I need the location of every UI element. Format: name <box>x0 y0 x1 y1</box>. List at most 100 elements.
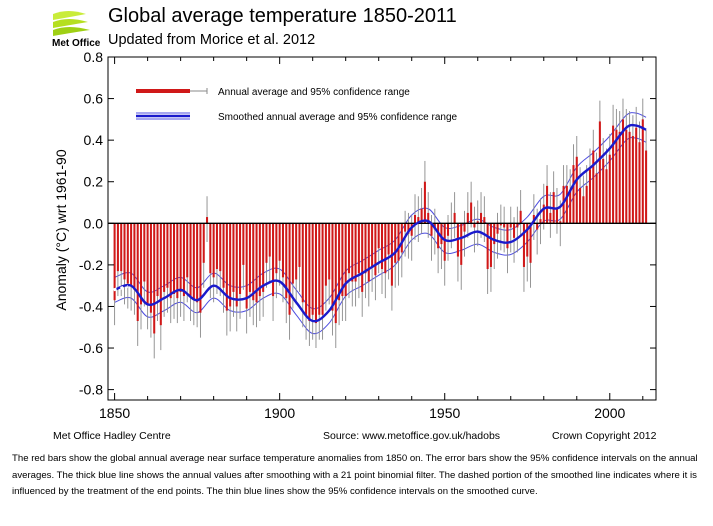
bar-1950 <box>443 223 446 261</box>
plot-frame <box>107 56 657 401</box>
bar-1945 <box>427 212 430 224</box>
bar-1987 <box>565 185 568 224</box>
bar-1921 <box>347 223 351 274</box>
bar-1941 <box>413 214 417 224</box>
bar-1876 <box>199 223 202 313</box>
bar-1917 <box>334 223 337 324</box>
bar-1968 <box>503 223 506 228</box>
bar-1865 <box>163 223 166 292</box>
bar-1979 <box>539 219 542 224</box>
bar-1895 <box>262 223 265 292</box>
bar-1976 <box>529 223 532 263</box>
bar-1887 <box>235 223 238 307</box>
bar-1982 <box>549 212 552 224</box>
bar-1972 <box>516 223 519 228</box>
bar-1973 <box>519 210 522 224</box>
x-tick-label: 1900 <box>264 405 295 421</box>
bar-1884 <box>225 223 228 311</box>
bar-1955 <box>460 223 463 265</box>
bar-1963 <box>486 223 489 270</box>
bar-1996 <box>595 173 598 224</box>
bar-1857 <box>136 223 139 322</box>
bar-1870 <box>179 223 182 292</box>
bar-1946 <box>430 223 433 236</box>
bar-1889 <box>242 223 245 265</box>
bar-1877 <box>202 223 205 263</box>
bar-1896 <box>265 223 268 263</box>
bar-1923 <box>354 223 357 282</box>
bar-1912 <box>318 223 321 315</box>
bar-2000 <box>608 154 611 224</box>
bar-1918 <box>338 223 341 301</box>
bar-1915 <box>328 223 331 280</box>
bar-1989 <box>572 165 575 224</box>
smoothed-line-path <box>114 123 647 323</box>
bar-1969 <box>506 223 509 249</box>
bar-1938 <box>404 223 407 232</box>
bar-1962 <box>483 217 486 224</box>
bar-1998 <box>602 158 605 224</box>
bar-1882 <box>219 223 222 272</box>
bar-1903 <box>288 223 291 315</box>
bar-1922 <box>351 223 354 282</box>
bar-1904 <box>291 223 294 284</box>
bar-1873 <box>189 223 192 297</box>
y-tick-label: -0.4 <box>79 298 103 314</box>
bar-1936 <box>397 223 400 261</box>
bar-1886 <box>232 223 235 292</box>
bar-1867 <box>169 223 172 299</box>
bar-1944 <box>423 181 426 224</box>
bar-1863 <box>156 223 159 297</box>
bar-1957 <box>466 212 469 224</box>
bar-2003 <box>618 131 621 224</box>
bar-1854 <box>126 223 129 284</box>
bar-2006 <box>628 131 631 224</box>
bar-1940 <box>410 223 413 236</box>
bar-1959 <box>473 223 476 228</box>
bar-1958 <box>470 202 473 224</box>
bar-1975 <box>526 223 529 257</box>
bar-1948 <box>437 223 440 249</box>
bar-1937 <box>400 223 403 253</box>
annual-bars <box>113 119 648 334</box>
bar-1900 <box>278 223 281 261</box>
bar-1874 <box>192 223 195 301</box>
bar-1858 <box>139 223 143 305</box>
bar-1871 <box>182 223 185 297</box>
bar-1894 <box>258 223 261 297</box>
bar-1999 <box>605 169 608 224</box>
smoothed-ci-upper <box>114 112 647 310</box>
bar-2009 <box>638 142 641 224</box>
bar-1956 <box>463 223 466 232</box>
bar-1860 <box>146 223 149 305</box>
bar-1970 <box>509 223 512 228</box>
bar-1949 <box>440 223 443 245</box>
bar-2010 <box>641 119 644 224</box>
met-office-logo-icon <box>53 11 90 36</box>
footer-source-url: Source: www.metoffice.gov.uk/hadobs <box>323 430 501 442</box>
bar-1985 <box>559 221 562 224</box>
bar-1930 <box>377 223 380 249</box>
bar-1991 <box>579 187 582 224</box>
bar-1879 <box>209 223 212 274</box>
bar-1892 <box>252 223 255 301</box>
bar-1890 <box>245 223 248 309</box>
bar-1850 <box>113 223 116 301</box>
bar-1993 <box>585 185 588 224</box>
bar-1971 <box>513 223 516 238</box>
bar-1885 <box>229 223 232 307</box>
x-tick-label: 1950 <box>429 405 460 421</box>
chart-title: Global average temperature 1850-2011 <box>108 5 457 27</box>
bar-1967 <box>499 223 502 226</box>
bar-1981 <box>546 185 549 224</box>
bar-1881 <box>215 223 218 270</box>
smoothed-ci-lines <box>114 112 647 335</box>
y-tick-label: -0.6 <box>79 340 103 356</box>
temperature-chart: -0.8 -0.6 -0.4 -0.2 0.0 0.2 0.4 0.6 0.8 1850 1900… <box>53 49 657 421</box>
bar-1920 <box>344 223 347 297</box>
bar-1897 <box>268 223 271 257</box>
bar-1931 <box>380 223 384 270</box>
bar-1907 <box>301 223 304 303</box>
bar-1992 <box>582 196 585 224</box>
x-axis: 1850 1900 1950 2000 <box>99 57 644 421</box>
